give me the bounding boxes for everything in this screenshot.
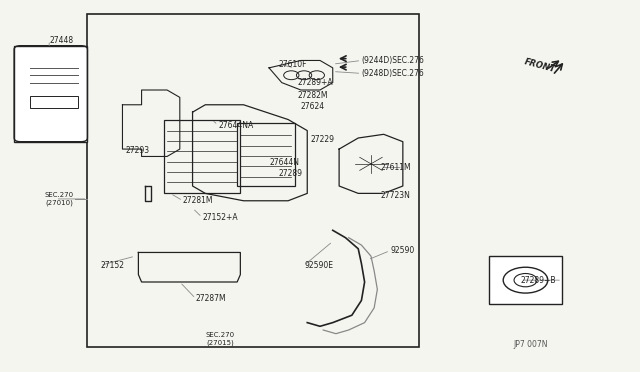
Text: 27644N: 27644N — [269, 157, 299, 167]
Text: 92590: 92590 — [390, 246, 414, 255]
Text: 27152+A: 27152+A — [202, 213, 237, 222]
Text: 27289: 27289 — [278, 169, 303, 177]
Text: 27152: 27152 — [100, 261, 124, 270]
Text: SEC.270
(27010): SEC.270 (27010) — [45, 192, 74, 206]
Text: 92590E: 92590E — [304, 261, 333, 270]
Text: 27624: 27624 — [301, 102, 325, 111]
Text: JP7 007N: JP7 007N — [513, 340, 548, 349]
Bar — [30, 96, 78, 109]
Text: 27281M: 27281M — [183, 196, 214, 205]
Bar — [489, 256, 562, 304]
Text: 27293: 27293 — [125, 147, 150, 155]
Bar — [237, 123, 294, 186]
Text: 27282M: 27282M — [298, 91, 328, 100]
Text: (9244D)SEC.276: (9244D)SEC.276 — [362, 56, 424, 65]
Text: 27289+A: 27289+A — [298, 78, 333, 87]
Text: SEC.270
(27015): SEC.270 (27015) — [205, 333, 234, 346]
Text: 27611M: 27611M — [381, 163, 411, 172]
Text: (9248D)SEC.276: (9248D)SEC.276 — [362, 69, 424, 78]
Bar — [164, 119, 241, 193]
Text: 27448: 27448 — [49, 36, 74, 45]
Text: FRONT: FRONT — [523, 58, 557, 74]
Text: 27723N: 27723N — [381, 191, 410, 200]
Bar — [14, 46, 88, 142]
Text: 27289+B: 27289+B — [521, 276, 556, 285]
Text: 27610F: 27610F — [278, 60, 307, 69]
Bar — [88, 14, 419, 347]
Text: 27229: 27229 — [310, 135, 335, 144]
Text: 27644NA: 27644NA — [218, 121, 253, 129]
Text: 27287M: 27287M — [196, 294, 227, 303]
